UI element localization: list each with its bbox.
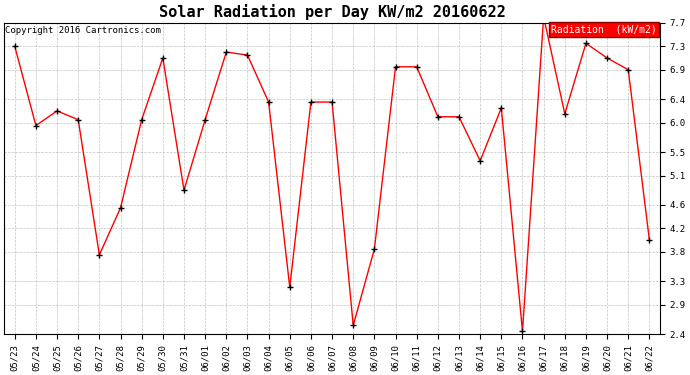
Text: Radiation  (kW/m2): Radiation (kW/m2): [551, 24, 657, 34]
Title: Solar Radiation per Day KW/m2 20160622: Solar Radiation per Day KW/m2 20160622: [159, 4, 506, 20]
Text: Copyright 2016 Cartronics.com: Copyright 2016 Cartronics.com: [6, 26, 161, 35]
